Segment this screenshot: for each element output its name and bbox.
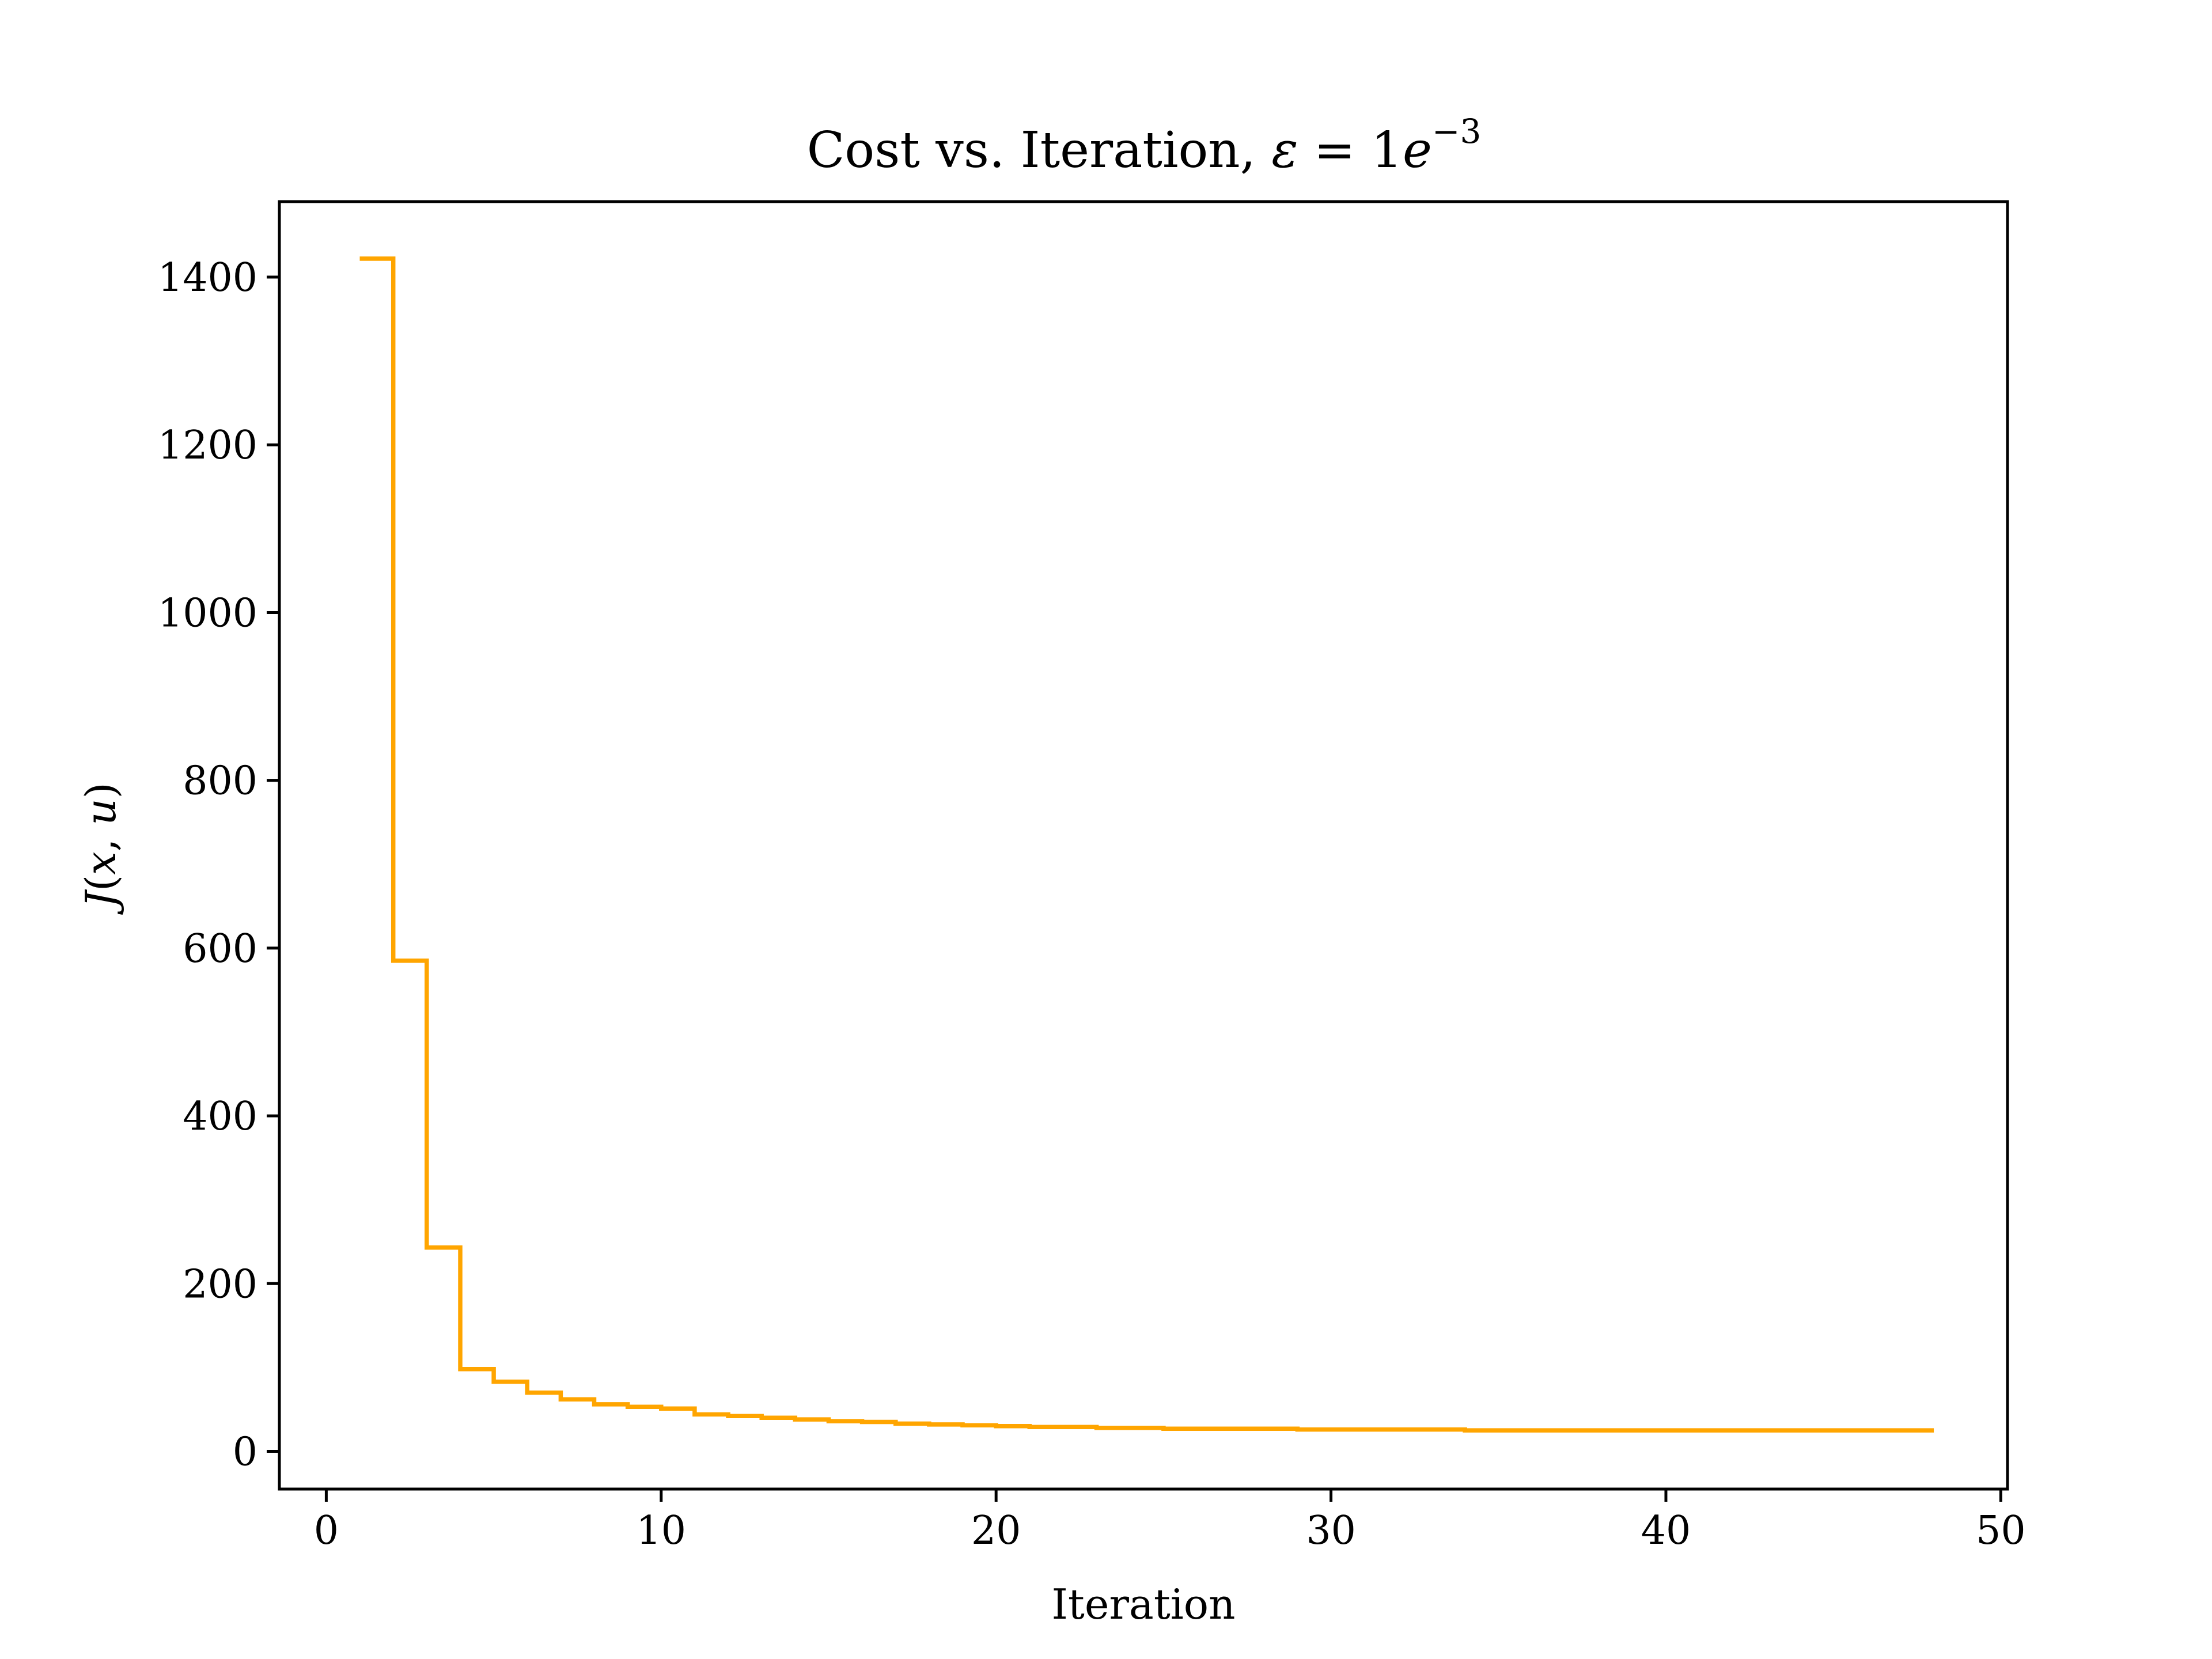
plot-frame	[278, 200, 2009, 1491]
cost-series-line	[359, 256, 1934, 1433]
series-layer	[359, 256, 1934, 1433]
y-tick-label: 200	[183, 1262, 257, 1307]
y-tick-label: 1200	[158, 423, 257, 468]
y-tick-label: 800	[183, 759, 257, 804]
x-tick-label: 50	[1976, 1508, 2026, 1554]
chart-title: Cost vs. Iteration, ε = 1e−3	[807, 112, 1482, 179]
y-tick-label: 1000	[158, 590, 257, 636]
x-tick-label: 40	[1641, 1508, 1691, 1554]
x-tick-label: 30	[1306, 1508, 1356, 1554]
y-tick-label: 1400	[158, 255, 257, 301]
y-tick-label: 0	[233, 1429, 257, 1475]
x-tick-label: 0	[314, 1508, 339, 1554]
x-axis-ticks: 0 10 20 30 40 50	[314, 1489, 2026, 1554]
x-tick-label: 20	[971, 1508, 1021, 1554]
y-tick-label: 600	[183, 926, 257, 972]
y-tick-label: 400	[183, 1094, 257, 1139]
x-tick-label: 10	[637, 1508, 687, 1554]
y-axis-ticks: 0 200 400 600 800 1000 1200 1400	[158, 255, 279, 1475]
y-axis-label: J(x, u)	[77, 782, 125, 915]
x-axis-label: Iteration	[1051, 1580, 1235, 1628]
